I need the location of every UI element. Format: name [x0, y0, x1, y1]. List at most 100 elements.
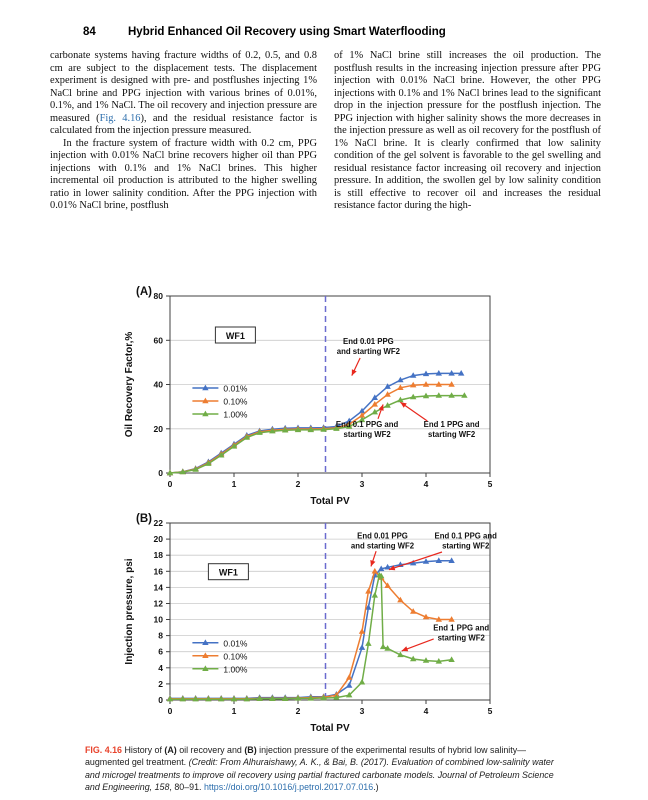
caption-credit: (Credit: From Alhuraishawy, A. K., & Bai… — [85, 757, 554, 780]
caption-label: FIG. 4.16 — [85, 745, 122, 755]
caption-text: , 80–91. — [169, 781, 204, 792]
x-axis-title: Total PV — [310, 723, 350, 734]
svg-text:End 0.1 PPG and: End 0.1 PPG and — [435, 532, 498, 541]
page-header: 84 Hybrid Enhanced Oil Recovery using Sm… — [0, 26, 648, 42]
series-1.00% — [166, 392, 468, 476]
svg-text:and starting WF2: and starting WF2 — [351, 542, 415, 551]
paragraph-3: of 1% NaCl brine still increases the oil… — [334, 50, 601, 211]
gridlines — [170, 295, 490, 430]
svg-text:WF1: WF1 — [219, 568, 238, 578]
svg-text:0.10%: 0.10% — [223, 397, 248, 407]
svg-text:40: 40 — [154, 380, 164, 390]
svg-text:14: 14 — [154, 582, 164, 592]
svg-text:starting WF2: starting WF2 — [442, 542, 490, 551]
chart-oil-recovery: 0 20 40 60 80 0 1 2 3 4 5 Total PV Oil Recovery Fact… — [124, 286, 493, 507]
caption-journal: Journal of Petroleum Science and Enginee… — [85, 769, 554, 792]
svg-text:starting WF2: starting WF2 — [428, 430, 476, 439]
right-column: of 1% NaCl brine still increases the oil… — [334, 50, 601, 213]
svg-text:18: 18 — [154, 550, 164, 560]
svg-text:2: 2 — [158, 679, 163, 689]
caption-text: injection pressure of the experimental r… — [85, 745, 527, 768]
series-0.10% — [166, 567, 455, 701]
svg-text:0.10%: 0.10% — [223, 651, 248, 661]
svg-text:End 0.1 PPG and: End 0.1 PPG and — [336, 420, 399, 429]
svg-text:0.01%: 0.01% — [223, 638, 248, 648]
svg-text:3: 3 — [360, 479, 365, 489]
svg-text:4: 4 — [424, 706, 429, 716]
legend: 0.01% 0.10% 1.00% — [192, 638, 248, 674]
svg-text:5: 5 — [488, 479, 493, 489]
wf1-box: WF1 — [214, 326, 256, 344]
svg-text:4: 4 — [424, 479, 429, 489]
svg-text:starting WF2: starting WF2 — [343, 430, 391, 439]
svg-text:1: 1 — [232, 706, 237, 716]
y-axis-title: Injection pressure, psi — [124, 558, 135, 664]
svg-text:8: 8 — [158, 631, 163, 641]
svg-text:1.00%: 1.00% — [223, 664, 248, 674]
svg-text:16: 16 — [154, 566, 164, 576]
svg-text:12: 12 — [154, 599, 164, 609]
svg-text:WF1: WF1 — [226, 331, 245, 341]
svg-text:6: 6 — [158, 647, 163, 657]
svg-text:0.01%: 0.01% — [223, 384, 248, 394]
figure-caption: FIG. 4.16 History of (A) oil recovery an… — [85, 744, 567, 793]
svg-text:End 1 PPG and: End 1 PPG and — [424, 420, 480, 429]
caption-panel-b: (B) — [244, 745, 257, 755]
caption-panel-a: (A) — [164, 745, 177, 755]
svg-text:20: 20 — [154, 534, 164, 544]
svg-text:20: 20 — [154, 424, 164, 434]
svg-text:80: 80 — [154, 291, 164, 301]
svg-text:5: 5 — [488, 706, 493, 716]
svg-text:End 0.01 PPG: End 0.01 PPG — [343, 337, 394, 346]
svg-text:0: 0 — [158, 468, 163, 478]
figure-4-16: 0 20 40 60 80 0 1 2 3 4 5 Total PV Oil Recovery Fact… — [0, 282, 648, 793]
series-0.01% — [166, 370, 465, 476]
svg-text:60: 60 — [154, 335, 164, 345]
svg-text:1: 1 — [232, 479, 237, 489]
plot-border — [169, 522, 491, 701]
series-1.00% — [166, 571, 455, 702]
svg-text:4: 4 — [158, 663, 163, 673]
wf1-box: WF1 — [207, 563, 249, 581]
svg-text:starting WF2: starting WF2 — [438, 633, 486, 642]
paragraph-2: In the fracture system of fracture width… — [50, 137, 317, 212]
legend: 0.01% 0.10% 1.00% — [192, 384, 248, 420]
svg-text:3: 3 — [360, 706, 365, 716]
figure-reference-link[interactable]: Fig. 4.16 — [99, 112, 141, 124]
svg-text:2: 2 — [296, 706, 301, 716]
running-title: Hybrid Enhanced Oil Recovery using Smart… — [128, 26, 446, 38]
svg-text:22: 22 — [154, 518, 164, 528]
svg-text:2: 2 — [296, 479, 301, 489]
svg-text:1.00%: 1.00% — [223, 410, 248, 420]
axis-ticks: 0 20 40 60 80 0 1 2 3 4 5 — [154, 291, 493, 489]
svg-text:and starting WF2: and starting WF2 — [337, 347, 401, 356]
panel-label: (A) — [136, 286, 152, 298]
paragraph-1: carbonate systems having fracture widths… — [50, 50, 317, 138]
svg-text:0: 0 — [158, 695, 163, 705]
y-axis-title: Oil Recovery Factor,% — [124, 332, 135, 438]
paragraph-text: ), and the residual resistance factor is… — [50, 112, 317, 137]
x-axis-title: Total PV — [310, 496, 350, 507]
caption-text: oil recovery and — [176, 745, 245, 755]
svg-text:0: 0 — [168, 706, 173, 716]
svg-text:10: 10 — [154, 615, 164, 625]
caption-text: .) — [373, 781, 379, 792]
doi-link[interactable]: https://doi.org/10.1016/j.petrol.2017.07… — [203, 781, 374, 792]
svg-text:End 0.01 PPG: End 0.01 PPG — [357, 532, 408, 541]
page-number: 84 — [83, 26, 96, 38]
svg-text:End 1 PPG and: End 1 PPG and — [433, 623, 489, 632]
paragraph-text: carbonate systems having fracture widths… — [50, 50, 317, 124]
caption-text: History of — [122, 745, 165, 755]
left-column: carbonate systems having fracture widths… — [50, 50, 317, 213]
body-text: carbonate systems having fracture widths… — [50, 50, 602, 213]
panel-label: (B) — [136, 513, 152, 525]
